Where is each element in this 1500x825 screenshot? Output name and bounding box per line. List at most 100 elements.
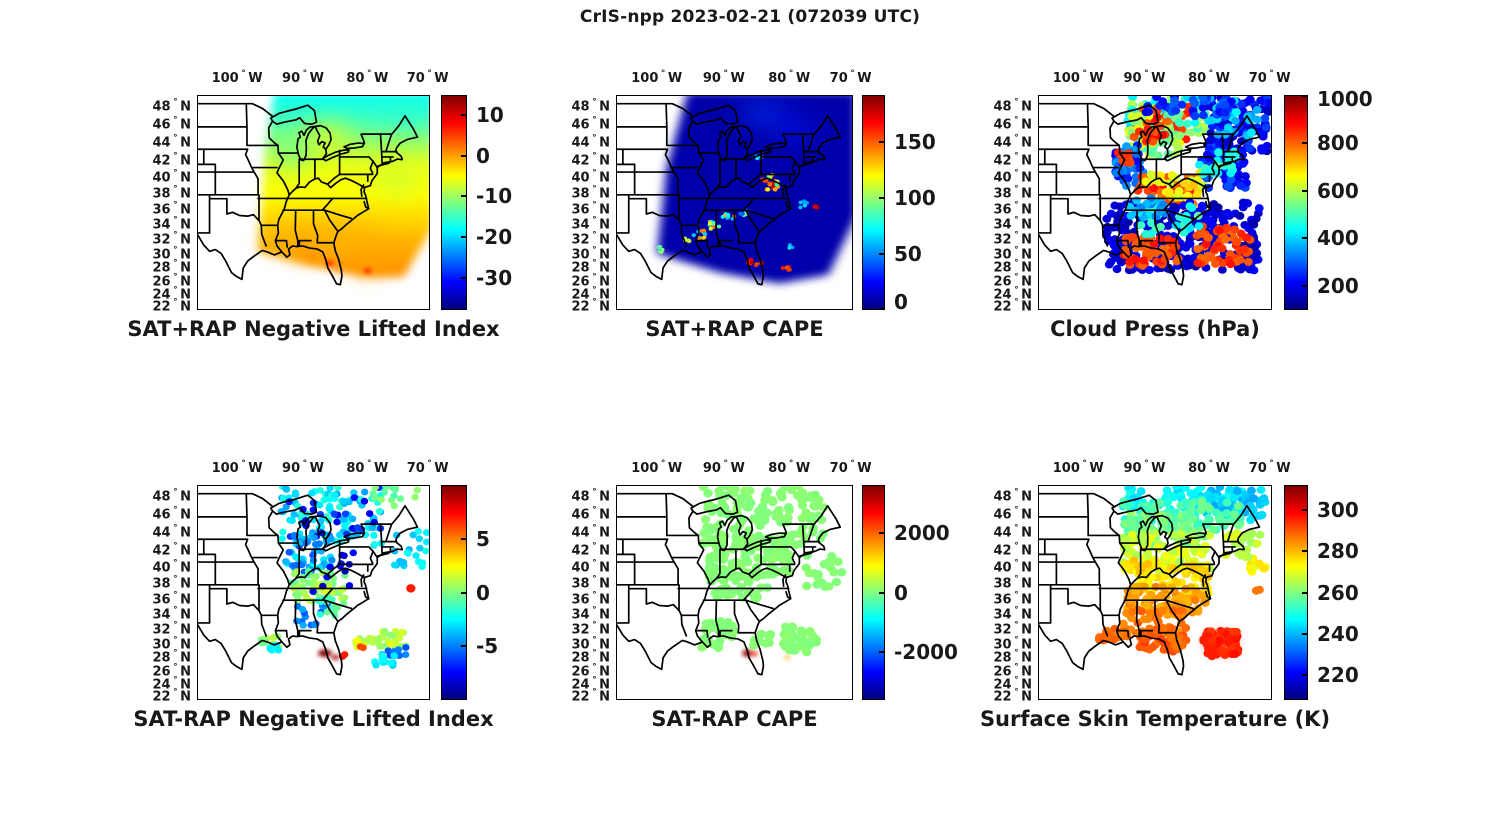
data-dot: [1116, 217, 1126, 226]
data-dot: [1169, 232, 1178, 241]
lon-tick-label: 90 ° W: [703, 459, 745, 476]
data-dot: [774, 505, 784, 515]
data-dot: [365, 634, 374, 642]
degree-symbol: °: [592, 215, 597, 226]
data-dot: [1116, 153, 1125, 162]
data-dot: [371, 494, 379, 501]
lon-tick-label: 100 ° W: [1053, 459, 1104, 476]
data-dot: [1210, 503, 1219, 512]
data-dot: [1218, 628, 1228, 637]
data-dot: [765, 545, 776, 554]
data-dot: [1234, 511, 1244, 520]
data-dot: [1160, 209, 1170, 218]
data-dot: [1130, 254, 1140, 263]
data-dot: [787, 246, 792, 250]
data-dot: [1130, 108, 1139, 117]
data-dot: [660, 247, 665, 252]
tick-value: 40: [571, 170, 590, 186]
data-dot: [1199, 520, 1209, 529]
data-dot: [811, 638, 821, 647]
data-dot: [1175, 253, 1185, 262]
data-dot: [336, 562, 345, 570]
data-dot: [783, 550, 793, 560]
data-dot: [1138, 526, 1148, 535]
data-dot: [1143, 594, 1152, 603]
tick-value: 30: [152, 637, 171, 653]
data-dot: [1157, 129, 1166, 138]
data-dot: [1139, 615, 1149, 624]
data-dot: [1217, 96, 1227, 104]
lat-tick-label: 46 ° N: [135, 506, 191, 523]
data-dot: [761, 493, 771, 503]
data-dot: [1165, 505, 1175, 514]
data-dot: [302, 593, 310, 601]
data-dot: [1235, 514, 1245, 523]
data-dot: [1163, 173, 1173, 182]
degree-symbol: °: [173, 297, 178, 308]
data-dot: [1127, 547, 1137, 556]
data-dot: [800, 640, 810, 650]
data-dot: [1102, 626, 1112, 635]
data-dot: [1202, 215, 1212, 224]
data-dot: [1198, 103, 1208, 112]
data-dot: [788, 631, 798, 640]
degree-symbol: °: [1014, 648, 1019, 659]
data-dot: [295, 542, 303, 550]
data-dot: [1121, 169, 1131, 179]
data-dot: [322, 493, 331, 501]
data-dot: [1180, 565, 1189, 574]
data-dot: [746, 261, 751, 265]
data-dot: [1196, 494, 1206, 503]
data-dot: [1138, 536, 1148, 545]
hemisphere-letter: N: [180, 592, 191, 608]
data-dot: [1176, 491, 1186, 500]
data-dot: [1173, 111, 1183, 120]
data-dot: [1200, 598, 1210, 608]
data-dot: [1203, 158, 1213, 167]
data-dot: [1234, 254, 1244, 263]
data-dot: [1157, 518, 1166, 527]
degree-symbol: °: [788, 459, 794, 469]
data-dot: [1123, 586, 1133, 595]
data-dot: [1200, 96, 1210, 102]
data-dot: [1142, 501, 1152, 511]
data-dot: [785, 265, 790, 270]
colorbar: [441, 485, 467, 700]
data-dot: [353, 643, 361, 651]
data-dot: [1165, 197, 1175, 206]
colorbar-tick-mark: [879, 197, 884, 200]
data-dot: [1208, 103, 1218, 112]
data-dot: [1224, 647, 1234, 656]
data-dot: [277, 508, 285, 515]
data-dot: [1234, 128, 1244, 137]
data-dot: [1217, 244, 1227, 253]
data-dot: [315, 540, 323, 548]
colorbar-tick-label: 0: [894, 290, 908, 314]
data-dot: [1177, 619, 1186, 628]
data-dot: [1240, 114, 1250, 123]
tick-value: 38: [152, 186, 171, 202]
data-dot: [1207, 627, 1216, 636]
data-dot: [1140, 204, 1150, 213]
data-dot: [755, 538, 766, 548]
data-dot: [1143, 128, 1153, 137]
hemisphere-letter: N: [180, 664, 191, 680]
data-dot: [1114, 172, 1124, 181]
lat-tick-label: 48 ° N: [976, 97, 1032, 114]
data-dot: [1150, 117, 1160, 126]
data-dot: [1171, 641, 1181, 650]
data-dot: [377, 496, 385, 503]
data-dot: [1209, 149, 1219, 158]
hemisphere-letter: N: [1021, 153, 1032, 169]
data-dot: [1124, 110, 1134, 119]
data-dot: [774, 511, 784, 521]
data-dot: [1197, 181, 1207, 190]
data-dot: [1112, 630, 1122, 639]
hemisphere-letter: W: [857, 71, 872, 86]
hemisphere-letter: N: [599, 507, 610, 523]
data-dot: [1251, 214, 1261, 223]
data-dot: [299, 573, 307, 581]
data-patch: [308, 255, 319, 261]
data-dot: [1165, 130, 1175, 139]
data-dot: [1136, 239, 1146, 249]
